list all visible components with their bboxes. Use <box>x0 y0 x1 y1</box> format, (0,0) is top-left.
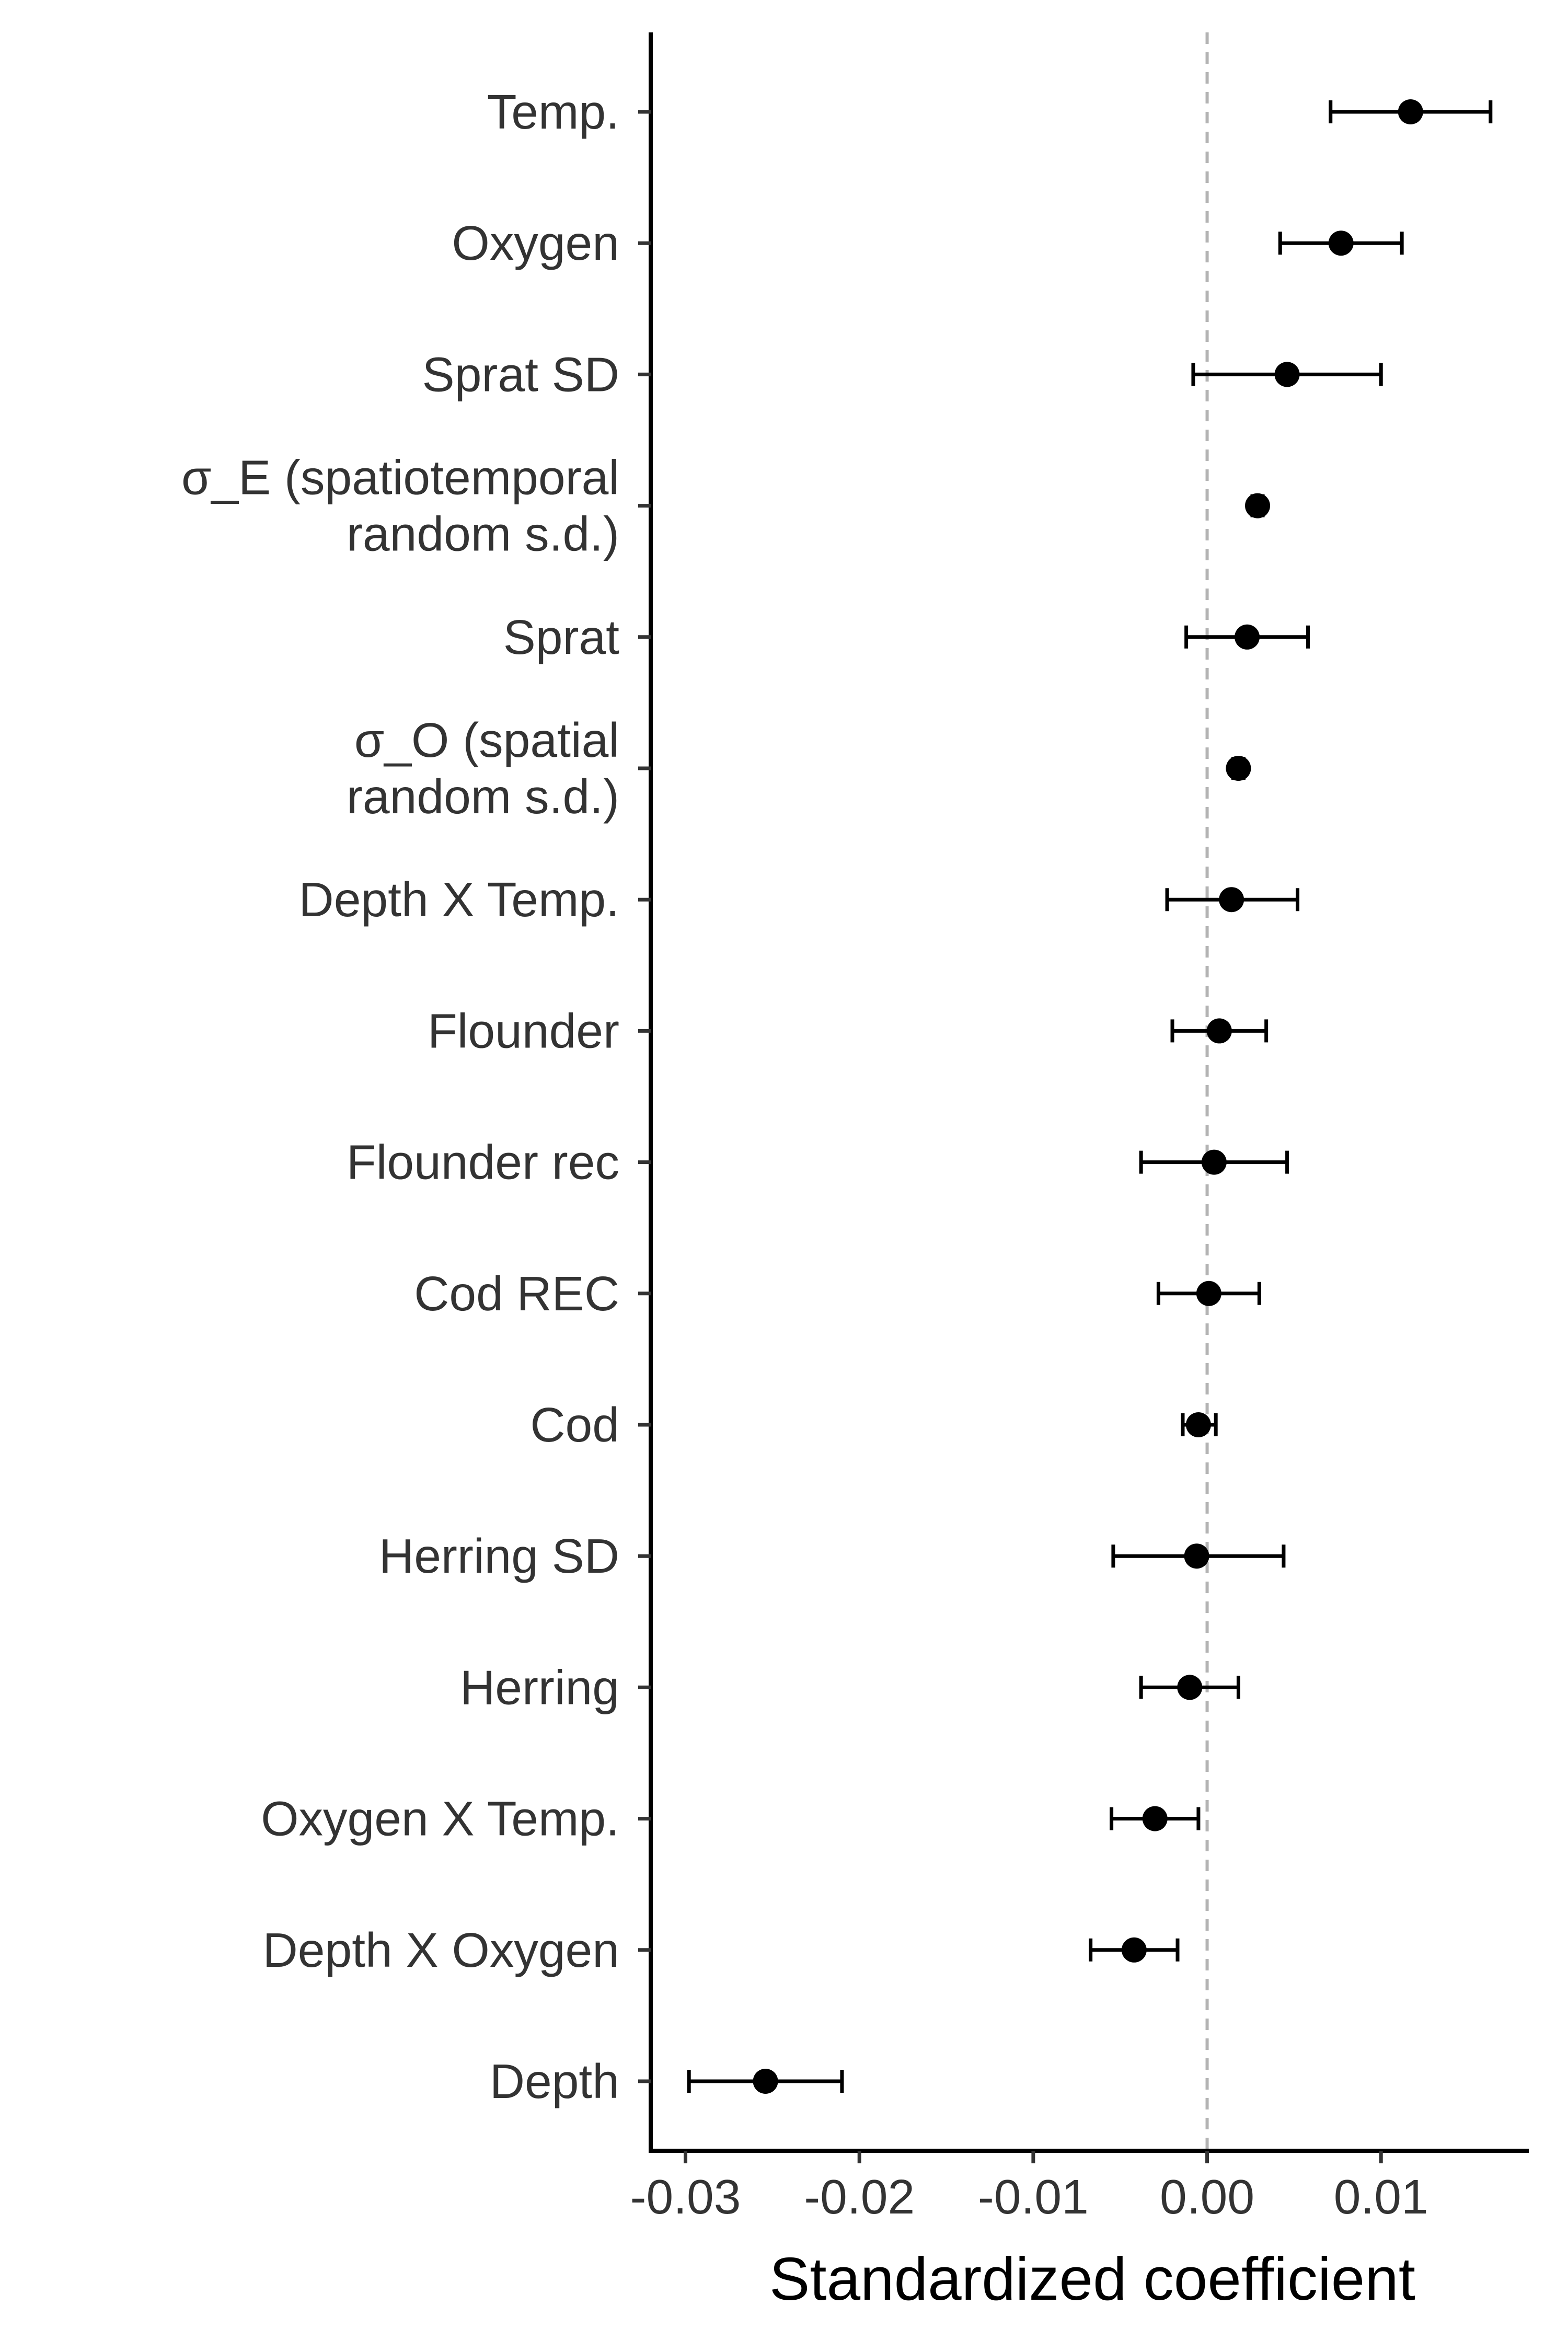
coefficient-row <box>1329 99 1493 124</box>
estimate-point <box>1142 1806 1168 1831</box>
estimate-point <box>1201 1149 1227 1175</box>
y-tick-label: Oxygen <box>452 216 619 270</box>
coefficient-row <box>1110 1806 1201 1831</box>
x-tick-label: -0.03 <box>630 2170 741 2224</box>
coefficient-row <box>1226 756 1251 781</box>
x-axis-tick-labels: -0.03 -0.02 -0.01 0.00 0.01 <box>630 2170 1428 2224</box>
coefficient-row <box>1165 887 1300 913</box>
x-tick-label: -0.01 <box>978 2170 1089 2224</box>
coefficient-row <box>1184 624 1310 650</box>
coefficient-row <box>1089 1937 1180 1963</box>
estimate-point <box>1196 1281 1221 1306</box>
estimate-point <box>1206 1018 1232 1044</box>
y-tick-label: σ_E (spatiotemporal <box>181 451 619 505</box>
estimate-point <box>1274 362 1300 387</box>
coefficient-row <box>687 2069 844 2094</box>
y-tick-label: Herring <box>460 1660 619 1714</box>
y-tick-label: Depth X Oxygen <box>263 1923 619 1977</box>
y-tick-label: Cod <box>530 1398 619 1452</box>
coefficient-row <box>1111 1543 1286 1569</box>
coefficient-row <box>1245 493 1271 518</box>
x-tick-label: 0.00 <box>1160 2170 1254 2224</box>
y-tick-label: σ_O (spatial <box>354 713 619 767</box>
y-tick-label: random s.d.) <box>347 507 619 561</box>
estimate-point <box>1398 99 1423 124</box>
y-tick-label: Oxygen X Temp. <box>261 1792 619 1846</box>
estimate-point <box>1245 493 1271 518</box>
coefficient-row <box>1170 1018 1269 1044</box>
y-tick-label: random s.d.) <box>347 769 619 824</box>
coefficient-row <box>1156 1281 1261 1306</box>
coefficient-row <box>1139 1675 1240 1700</box>
estimate-point <box>1226 756 1251 781</box>
coefficient-row <box>1278 230 1404 256</box>
y-tick-label: Herring SD <box>379 1529 619 1583</box>
estimate-point <box>1177 1675 1203 1700</box>
estimate-point <box>1219 887 1244 913</box>
x-tick-label: 0.01 <box>1334 2170 1428 2224</box>
x-axis-ticks <box>684 2151 1383 2163</box>
y-tick-label: Temp. <box>487 85 619 139</box>
coefficient-marks <box>687 99 1493 2094</box>
axes-group <box>649 32 1529 2153</box>
coefficient-row <box>1139 1149 1289 1175</box>
coefficient-row <box>1181 1412 1218 1437</box>
x-axis-title: Standardized coefficient <box>769 2245 1415 2313</box>
estimate-point <box>1235 624 1260 650</box>
y-tick-label: Flounder rec <box>347 1135 619 1190</box>
y-tick-label: Sprat <box>503 610 619 664</box>
y-tick-label: Depth <box>490 2054 619 2108</box>
y-tick-label: Flounder <box>428 1004 619 1058</box>
estimate-point <box>1328 230 1354 256</box>
coefficient-row <box>1191 362 1383 387</box>
estimate-point <box>1121 1937 1147 1963</box>
y-tick-label: Depth X Temp. <box>299 872 619 927</box>
y-tick-label: Cod REC <box>414 1266 619 1321</box>
y-tick-label: Sprat SD <box>422 347 619 401</box>
estimate-point <box>753 2069 778 2094</box>
y-axis-ticks <box>638 110 651 2083</box>
x-tick-label: -0.02 <box>804 2170 915 2224</box>
estimate-point <box>1184 1543 1209 1569</box>
estimate-point <box>1185 1412 1211 1437</box>
